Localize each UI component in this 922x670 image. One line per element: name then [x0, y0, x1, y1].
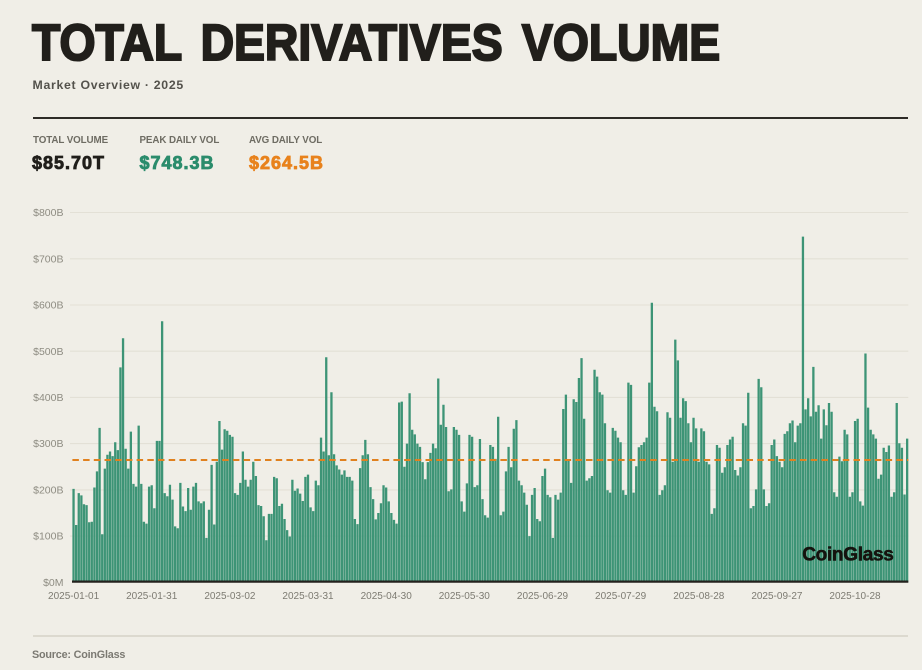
svg-text:2025-06-29: 2025-06-29 — [517, 591, 569, 602]
svg-text:2025-03-02: 2025-03-02 — [204, 591, 256, 602]
svg-text:$700B: $700B — [33, 253, 63, 265]
svg-text:$600B: $600B — [33, 300, 63, 312]
svg-text:$400B: $400B — [33, 392, 63, 404]
svg-text:$100B: $100B — [33, 531, 63, 543]
svg-text:2025-10-28: 2025-10-28 — [829, 591, 881, 602]
svg-text:2025-01-01: 2025-01-01 — [48, 591, 100, 602]
svg-text:2025-07-29: 2025-07-29 — [595, 591, 647, 602]
svg-text:2025-09-27: 2025-09-27 — [751, 591, 803, 602]
svg-text:2025-08-28: 2025-08-28 — [673, 591, 725, 602]
svg-text:$0M: $0M — [43, 577, 63, 589]
svg-text:$300B: $300B — [33, 438, 63, 450]
svg-text:$500B: $500B — [33, 346, 63, 358]
svg-text:2025-04-30: 2025-04-30 — [361, 591, 413, 602]
svg-text:$200B: $200B — [33, 485, 63, 497]
svg-text:2025-05-30: 2025-05-30 — [439, 591, 491, 602]
svg-text:CoinGlass: CoinGlass — [802, 545, 893, 566]
svg-text:2025-03-31: 2025-03-31 — [282, 591, 334, 602]
svg-text:$800B: $800B — [33, 207, 63, 219]
svg-text:2025-01-31: 2025-01-31 — [126, 591, 178, 602]
